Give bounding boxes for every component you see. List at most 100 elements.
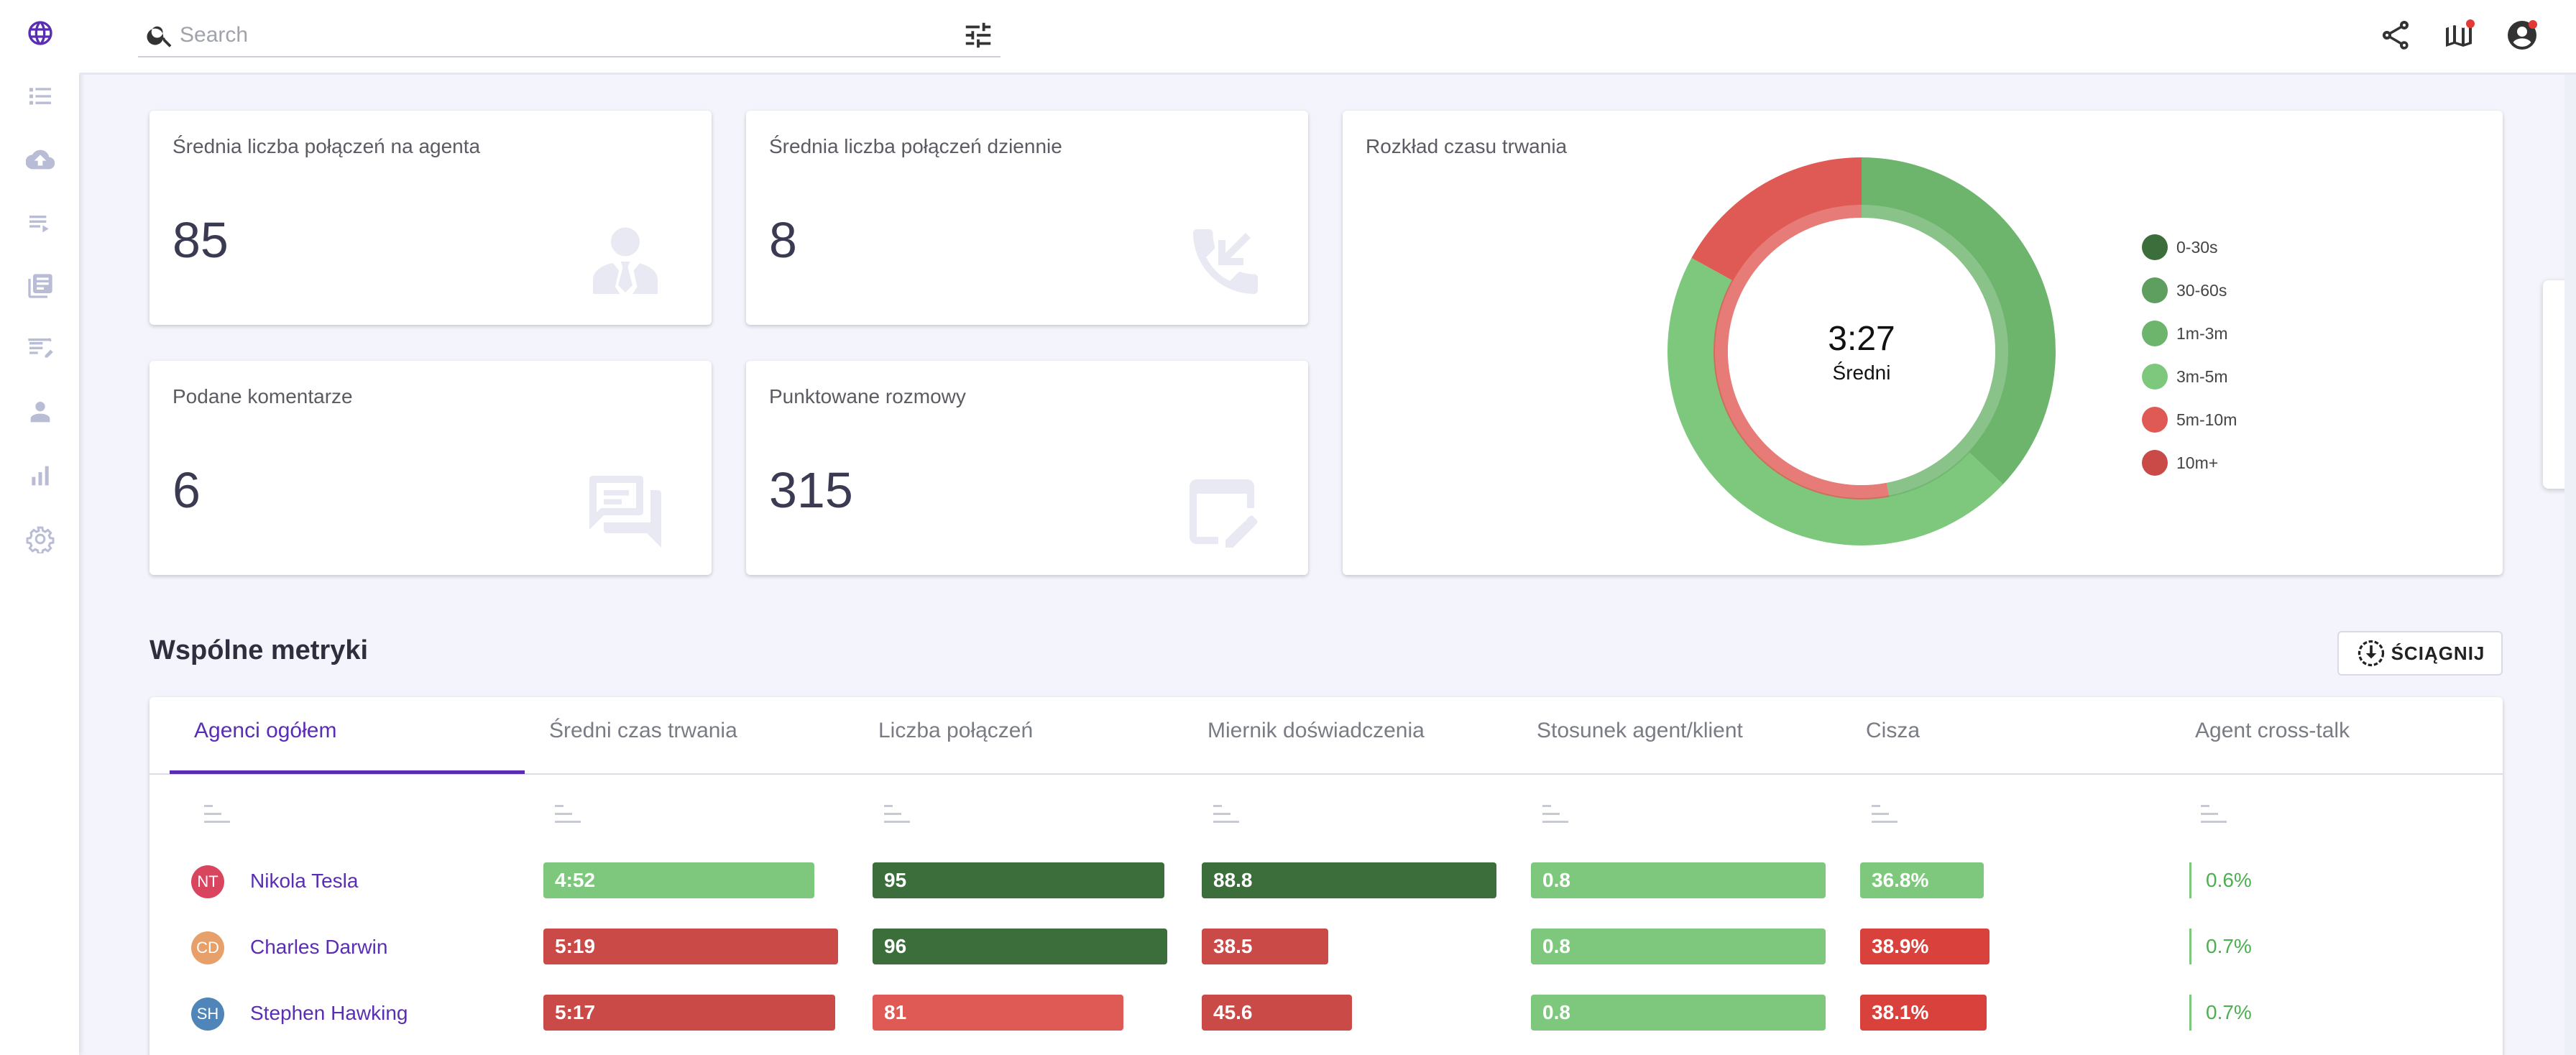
avatar: CD <box>191 931 224 964</box>
duration-bar: 4:52 <box>543 862 814 898</box>
silence-bar: 38.9% <box>1860 929 1990 964</box>
note-edit-icon[interactable] <box>24 333 56 365</box>
experience-bar: 88.8 <box>1202 862 1496 898</box>
sort-icon[interactable] <box>2201 805 2230 824</box>
legend-swatch <box>2142 450 2168 476</box>
donut-hole <box>1728 218 1995 485</box>
comments-icon <box>589 476 661 548</box>
settings-icon[interactable] <box>24 523 56 555</box>
legend-swatch <box>2142 234 2168 260</box>
playlist-icon[interactable] <box>24 207 56 239</box>
duration-distribution-card: Rozkład czasu trwania 3:27 Średni 0-30s … <box>1343 111 2503 575</box>
tab-avg-duration[interactable]: Średni czas trwania <box>549 719 737 742</box>
agent-person-icon <box>593 227 658 294</box>
experience-bar: 45.6 <box>1202 995 1352 1031</box>
legend-item-10m-plus[interactable]: 10m+ <box>2142 441 2237 484</box>
tab-experience[interactable]: Miernik doświadczenia <box>1208 719 1425 742</box>
average-duration-value: 3:27 <box>1828 319 1895 358</box>
agent-name-link[interactable]: Nikola Tesla <box>250 870 359 892</box>
legend-label: 3m-5m <box>2176 367 2228 386</box>
incoming-call-icon <box>1193 229 1258 294</box>
legend-item-1m-3m[interactable]: 1m-3m <box>2142 312 2237 355</box>
legend-swatch <box>2142 321 2168 346</box>
calls-bar: 81 <box>873 995 1123 1031</box>
table-row: NT Nikola Tesla 4:52 95 88.8 0.8 36.8% 0… <box>150 855 2503 906</box>
section-title: Wspólne metryki <box>150 635 369 665</box>
stat-label: Podane komentarze <box>172 385 353 407</box>
tab-agent-client-ratio[interactable]: Stosunek agent/klient <box>1537 719 1743 742</box>
legend-label: 30-60s <box>2176 280 2227 300</box>
account-icon[interactable] <box>2503 16 2542 55</box>
list-icon[interactable] <box>24 80 56 112</box>
legend-item-3m-5m[interactable]: 3m-5m <box>2142 355 2237 398</box>
tab-agents-overall[interactable]: Agenci ogółem <box>194 719 337 742</box>
scrollbar[interactable] <box>2564 75 2576 1055</box>
chart-legend: 0-30s 30-60s 1m-3m 3m-5m 5m-10m 10m+ <box>2142 226 2237 484</box>
experience-bar: 38.5 <box>1202 929 1328 964</box>
legend-item-0-30s[interactable]: 0-30s <box>2142 226 2237 269</box>
stat-label: Punktowane rozmowy <box>769 385 966 407</box>
search-icon[interactable] <box>145 20 175 50</box>
filter-tune-icon[interactable] <box>962 19 995 52</box>
avatar: SH <box>191 998 224 1031</box>
metrics-tabs: Agenci ogółem Średni czas trwania Liczba… <box>150 697 2503 775</box>
share-icon[interactable] <box>2376 16 2415 55</box>
table-row: CD Charles Darwin 5:19 96 38.5 0.8 38.9%… <box>150 921 2503 972</box>
agent-icon[interactable] <box>24 397 56 428</box>
sidebar <box>0 0 79 1055</box>
tab-cross-talk[interactable]: Agent cross-talk <box>2195 719 2350 742</box>
tab-silence[interactable]: Cisza <box>1866 719 1920 742</box>
stat-value: 6 <box>172 462 201 518</box>
legend-item-30-60s[interactable]: 30-60s <box>2142 269 2237 312</box>
stat-label: Średnia liczba połączeń dziennie <box>769 135 1062 157</box>
edit-square-icon <box>1190 479 1258 548</box>
ratio-bar: 0.8 <box>1531 929 1826 964</box>
avatar: NT <box>191 865 224 898</box>
sort-icon[interactable] <box>884 805 913 824</box>
map-book-icon[interactable] <box>2439 16 2478 55</box>
sort-icon[interactable] <box>1542 805 1571 824</box>
legend-label: 10m+ <box>2176 453 2219 472</box>
cloud-upload-icon[interactable] <box>24 144 56 175</box>
sort-icon[interactable] <box>1213 805 1242 824</box>
stat-value: 85 <box>172 212 229 268</box>
table-row: SH Stephen Hawking 5:17 81 45.6 0.8 38.1… <box>150 987 2503 1038</box>
search-input[interactable] <box>180 19 934 52</box>
agent-name-link[interactable]: Charles Darwin <box>250 936 388 958</box>
sort-icon[interactable] <box>555 805 584 824</box>
legend-item-5m-10m[interactable]: 5m-10m <box>2142 398 2237 441</box>
legend-swatch <box>2142 364 2168 390</box>
crosstalk-value: 0.7% <box>2189 995 2252 1031</box>
duration-bar: 5:19 <box>543 929 838 964</box>
duration-bar: 5:17 <box>543 995 835 1031</box>
inner-slice-1m-3m[interactable] <box>1862 203 2010 497</box>
stat-card-calls-per-agent: Średnia liczba połączeń na agenta 85 <box>150 111 712 325</box>
agent-name-link[interactable]: Stephen Hawking <box>250 1002 408 1024</box>
crosstalk-value: 0.7% <box>2189 929 2252 964</box>
calls-bar: 95 <box>873 862 1164 898</box>
active-tab-indicator <box>170 770 525 774</box>
sort-icon[interactable] <box>204 805 233 824</box>
outer-slice-5m-10m[interactable] <box>1691 157 1862 281</box>
tab-call-count[interactable]: Liczba połączeń <box>878 719 1034 742</box>
legend-label: 0-30s <box>2176 237 2218 257</box>
outer-slice-3m-5m[interactable] <box>1668 257 2003 545</box>
bar-chart-icon[interactable] <box>24 460 56 492</box>
metrics-table: Agenci ogółem Średni czas trwania Liczba… <box>150 697 2503 1055</box>
library-icon[interactable] <box>24 270 56 302</box>
average-duration-label: Średni <box>1832 361 1891 384</box>
outer-slice-1m-3m[interactable] <box>1862 157 2056 484</box>
stat-value: 8 <box>769 212 797 268</box>
download-icon <box>2358 640 2384 667</box>
download-button[interactable]: ŚCIĄGNIJ <box>2337 631 2503 676</box>
ratio-bar: 0.8 <box>1531 862 1826 898</box>
silence-bar: 38.1% <box>1860 995 1987 1031</box>
stat-card-comments: Podane komentarze 6 <box>150 361 712 575</box>
stat-value: 315 <box>769 462 853 518</box>
top-bar <box>79 0 2576 75</box>
chart-title: Rozkład czasu trwania <box>1366 135 1568 157</box>
globe-icon[interactable] <box>24 17 56 49</box>
legend-label: 1m-3m <box>2176 323 2228 343</box>
calls-bar: 96 <box>873 929 1167 964</box>
sort-icon[interactable] <box>1872 805 1900 824</box>
